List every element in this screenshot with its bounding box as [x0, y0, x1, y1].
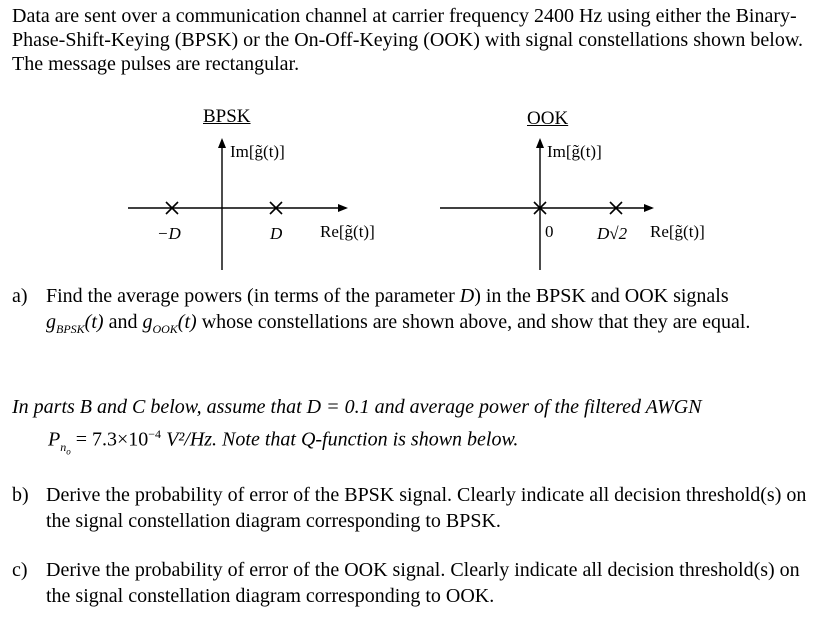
p-symbol: P — [48, 428, 61, 451]
question-a-and: and — [103, 311, 143, 333]
question-c: c) Derive the probability of error of th… — [12, 557, 812, 609]
ook-title: OOK — [527, 108, 569, 129]
p-value: = 7.3×10 — [70, 428, 149, 451]
question-b-letter: b) — [12, 484, 29, 506]
ook-re-label: Re[g̃(t)] — [650, 222, 705, 241]
g-bpsk-arg: (t) — [84, 311, 104, 333]
ook-point-pos-label: D√2 — [597, 224, 628, 243]
ook-point-pos-marker — [609, 201, 623, 215]
g-bpsk-sub: BPSK — [56, 322, 85, 336]
p-sub: no — [60, 439, 71, 457]
assumption-line2: Pno = 7.3×10−4 V²/Hz. Note that Q-functi… — [48, 421, 802, 465]
ook-point-zero-marker — [533, 201, 547, 215]
bpsk-im-label: Im[g̃(t)] — [230, 142, 285, 161]
p-sub-o: o — [66, 446, 71, 457]
question-c-letter: c) — [12, 559, 28, 581]
bpsk-title: BPSK — [203, 106, 251, 127]
p-unit: V²/Hz. Note that Q-function is shown bel… — [161, 428, 519, 451]
ook-im-label: Im[g̃(t)] — [547, 142, 602, 161]
question-c-text: Derive the probability of error of the O… — [46, 559, 800, 607]
g-bpsk: g — [46, 311, 56, 333]
question-a-text1: Find the average powers (in terms of the… — [46, 285, 460, 307]
question-a-letter: a) — [12, 285, 28, 307]
bpsk-point-pos-marker — [269, 201, 283, 215]
ook-point-zero-label: 0 — [545, 222, 554, 241]
question-b-text: Derive the probability of error of the B… — [46, 484, 807, 532]
question-a-text2: ) in the BPSK and OOK signals — [474, 285, 729, 307]
question-a: a) Find the average powers (in terms of … — [12, 283, 812, 342]
g-ook-sub: OOK — [152, 322, 178, 336]
bpsk-point-neg-marker — [165, 201, 179, 215]
g-ook-arg: (t) — [177, 311, 197, 333]
question-b: b) Derive the probability of error of th… — [12, 482, 812, 534]
assumption-line1: In parts B and C below, assume that D = … — [12, 396, 702, 418]
intro-paragraph: Data are sent over a communication chann… — [12, 5, 804, 75]
p-exponent: −4 — [148, 427, 162, 441]
bpsk-re-label: Re[g̃(t)] — [320, 222, 375, 241]
ook-axes — [440, 138, 654, 270]
constellation-diagrams — [128, 138, 654, 270]
question-a-text3: whose constellations are shown above, an… — [196, 311, 751, 333]
assumption-paragraph: In parts B and C below, assume that D = … — [12, 394, 802, 465]
bpsk-point-pos-label: D — [270, 224, 283, 243]
bpsk-point-neg-label: −D — [157, 224, 181, 243]
g-ook: g — [142, 311, 153, 333]
question-a-param: D — [459, 285, 475, 307]
bpsk-axes — [128, 138, 348, 270]
p-sub-n: n — [60, 439, 67, 454]
